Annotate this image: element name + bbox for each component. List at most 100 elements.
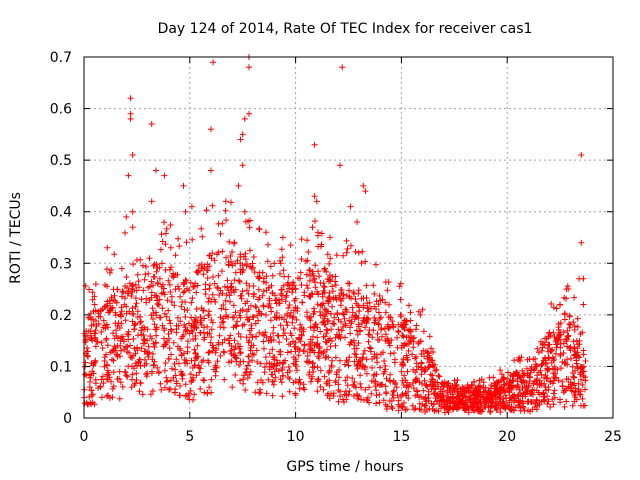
data-point xyxy=(494,394,501,401)
data-point xyxy=(298,282,305,288)
data-point xyxy=(319,302,326,309)
data-point xyxy=(112,309,119,316)
data-point xyxy=(373,306,379,312)
data-point xyxy=(417,338,424,345)
data-point xyxy=(127,110,134,117)
data-point xyxy=(220,348,227,355)
data-point xyxy=(410,344,417,351)
data-point xyxy=(159,260,165,267)
data-point xyxy=(433,366,440,373)
data-point xyxy=(200,307,207,314)
data-point xyxy=(157,380,164,387)
data-point xyxy=(579,382,586,388)
data-point xyxy=(560,350,567,356)
data-point xyxy=(543,387,549,394)
data-point xyxy=(523,383,530,390)
data-point xyxy=(250,342,257,349)
data-point xyxy=(92,307,99,314)
data-point xyxy=(139,391,146,398)
data-point xyxy=(395,407,402,414)
data-point xyxy=(264,258,271,265)
data-point xyxy=(263,312,269,318)
data-point xyxy=(109,304,116,311)
data-point xyxy=(188,299,195,306)
data-point xyxy=(168,328,175,334)
data-point xyxy=(431,361,438,368)
data-point xyxy=(222,207,229,214)
data-point xyxy=(430,349,436,355)
data-point xyxy=(198,225,205,232)
data-point xyxy=(186,320,192,327)
data-point xyxy=(108,378,115,385)
data-point xyxy=(528,364,535,370)
data-point xyxy=(257,360,264,367)
data-point xyxy=(344,374,351,381)
data-point xyxy=(173,356,180,363)
data-point xyxy=(174,271,181,278)
data-point xyxy=(284,288,291,295)
data-point xyxy=(407,328,414,335)
data-point xyxy=(325,295,332,301)
data-point xyxy=(388,337,395,344)
data-point xyxy=(400,342,407,349)
data-point xyxy=(291,343,298,350)
data-point xyxy=(188,378,195,385)
data-point xyxy=(546,329,553,336)
data-point xyxy=(159,238,166,245)
data-point xyxy=(215,341,222,348)
data-point xyxy=(120,289,127,296)
data-point xyxy=(323,326,330,333)
data-point xyxy=(286,388,293,395)
data-point xyxy=(348,242,354,249)
data-point xyxy=(183,277,190,284)
data-point xyxy=(89,289,96,296)
data-point xyxy=(575,341,582,348)
data-point xyxy=(176,345,183,352)
data-point xyxy=(279,254,286,261)
data-point xyxy=(342,388,349,395)
data-point xyxy=(314,378,321,385)
data-point xyxy=(234,318,241,325)
data-point xyxy=(353,345,360,352)
data-point xyxy=(178,368,184,375)
data-point xyxy=(312,218,318,225)
data-point xyxy=(447,382,454,389)
data-point xyxy=(304,353,311,359)
data-point xyxy=(188,203,195,210)
data-point xyxy=(235,340,241,347)
data-point xyxy=(182,381,189,388)
data-point xyxy=(259,269,266,276)
data-point xyxy=(211,280,218,287)
data-point xyxy=(285,364,292,370)
data-point xyxy=(134,257,140,264)
data-point xyxy=(135,278,142,285)
data-point xyxy=(189,364,196,371)
data-point xyxy=(247,217,253,224)
data-point xyxy=(311,193,318,200)
data-point xyxy=(237,254,244,260)
data-point xyxy=(343,249,350,256)
x-tick-label: 10 xyxy=(287,429,305,445)
data-point xyxy=(221,376,228,383)
data-point xyxy=(253,347,260,354)
data-point xyxy=(549,396,556,403)
data-point xyxy=(291,325,298,332)
data-point xyxy=(303,282,310,289)
data-point xyxy=(451,377,458,384)
data-point xyxy=(127,354,134,360)
data-point xyxy=(491,391,498,398)
data-point xyxy=(239,162,246,169)
data-point xyxy=(124,343,131,350)
data-point xyxy=(162,360,169,366)
data-point xyxy=(392,381,399,388)
data-point xyxy=(187,387,194,394)
data-point xyxy=(97,383,104,390)
data-point xyxy=(191,320,198,327)
data-point xyxy=(345,362,352,369)
data-point xyxy=(557,301,564,308)
data-point xyxy=(351,383,358,390)
data-point xyxy=(405,395,412,402)
data-point xyxy=(326,395,333,402)
data-point xyxy=(125,290,132,297)
